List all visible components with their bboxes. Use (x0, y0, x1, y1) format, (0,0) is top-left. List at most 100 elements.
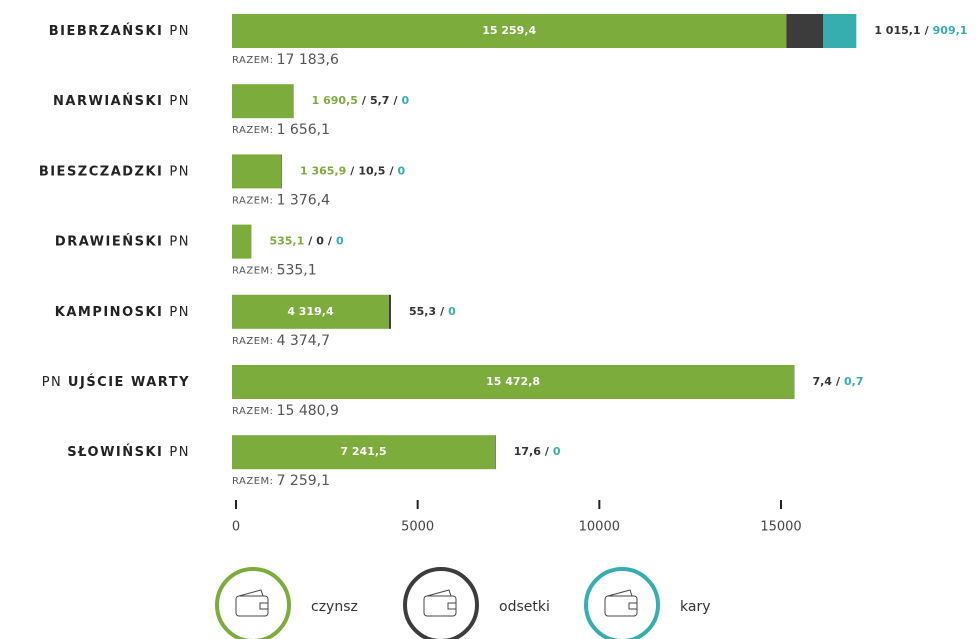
wallet-icon (235, 595, 269, 617)
total-prefix: RAZEM: (232, 55, 274, 66)
legend-label: odsetki (499, 599, 550, 615)
value-label: 10,5 (358, 164, 385, 177)
category-label: PN UJŚCIE WARTY (42, 374, 190, 390)
value-labels-outside: 1 365,9/10,5/0 (300, 164, 405, 177)
total-prefix: RAZEM: (232, 125, 274, 136)
value-labels-outside: 1 690,5/5,7/0 (312, 94, 410, 107)
bar-segment (495, 435, 496, 470)
total-label: RAZEM: 7 259,1 (232, 473, 330, 489)
total-label: RAZEM: 17 183,6 (232, 52, 339, 68)
value-label: 535,1 (269, 235, 304, 248)
value-labels-outside: 7,4 /0,7 (812, 375, 863, 388)
legend-item: odsetki (403, 567, 550, 639)
legend-circle (584, 567, 660, 639)
total-value: 17 183,6 (277, 52, 339, 68)
category-word: NARWIAŃSKI (53, 93, 169, 109)
legend-item: czynsz (215, 567, 358, 639)
bar-segment (232, 14, 787, 48)
x-tick-label: 15000 (760, 520, 801, 535)
total-value: 4 374,7 (277, 333, 330, 349)
value-label: 7,4 (812, 375, 832, 388)
value-label: 1 015,1 (874, 24, 920, 37)
value-label: 0 (397, 164, 405, 177)
legend-circle (403, 567, 479, 639)
value-label: 15 259,4 (482, 24, 536, 37)
bar-segment (823, 14, 857, 48)
category-word: BIESZCZADZKI (39, 164, 170, 179)
value-label: 909,1 (933, 24, 968, 37)
value-label: 4 319,4 (287, 305, 334, 318)
category-label: NARWIAŃSKI PN (53, 93, 190, 109)
category-word: WARTY (131, 375, 190, 390)
category-label: BIESZCZADZKI PN (39, 164, 190, 179)
bar-segment (232, 224, 252, 259)
category-label: DRAWIEŃSKI PN (55, 233, 190, 249)
category-word: DRAWIEŃSKI (55, 233, 170, 249)
total-label: RAZEM: 1 376,4 (232, 192, 330, 208)
value-label: 0 (316, 235, 324, 248)
category-word: PN (169, 94, 190, 109)
separator: / (389, 164, 394, 177)
x-tick-label: 0 (232, 520, 240, 535)
wallet-icon (423, 595, 457, 617)
total-label: RAZEM: 1 656,1 (232, 122, 330, 138)
bar-segment (232, 154, 282, 189)
total-label: RAZEM: 4 374,7 (232, 333, 330, 349)
separator: / (350, 164, 355, 177)
total-value: 15 480,9 (277, 403, 339, 419)
x-tick-label: 10000 (579, 520, 620, 535)
wallet-clasp (447, 602, 457, 610)
separator: / (925, 24, 930, 37)
value-label: 17,6 (514, 445, 541, 458)
total-value: 7 259,1 (277, 473, 330, 489)
value-labels-outside: 535,1/0/0 (269, 235, 344, 248)
value-label: 0 (448, 305, 456, 318)
value-label: 7 241,5 (340, 445, 386, 458)
value-labels-outside: 17,6 /0 (514, 445, 561, 458)
separator: / (328, 235, 333, 248)
separator: / (308, 235, 313, 248)
bar-segment (232, 294, 389, 329)
bar-segment (232, 84, 294, 119)
category-word: SŁOWIŃSKI (67, 444, 169, 460)
category-word: PN (169, 445, 190, 460)
bar-segment (786, 14, 824, 48)
legend-label: kary (680, 599, 710, 615)
value-label: 15 472,8 (486, 375, 540, 388)
x-tick-label: 5000 (401, 520, 434, 535)
total-prefix: RAZEM: (232, 476, 274, 487)
category-label: SŁOWIŃSKI PN (67, 444, 190, 460)
separator: / (836, 375, 841, 388)
total-value: 1 656,1 (277, 122, 330, 138)
total-prefix: RAZEM: (232, 195, 274, 206)
wallet-flap (238, 589, 264, 597)
separator: / (362, 94, 367, 107)
total-value: 535,1 (277, 263, 317, 279)
category-word: PN (169, 164, 190, 179)
wallet-flap (607, 589, 633, 597)
total-prefix: RAZEM: (232, 336, 274, 347)
category-word: KAMPINOSKI (55, 304, 170, 319)
category-word: PN (169, 234, 190, 249)
legend-item: kary (584, 567, 710, 639)
separator: / (545, 445, 550, 458)
separator: / (440, 305, 445, 318)
value-label: 1 365,9 (300, 164, 346, 177)
total-prefix: RAZEM: (232, 266, 274, 277)
total-value: 1 376,4 (277, 192, 331, 208)
category-word: UJŚCIE (68, 374, 131, 390)
bar-segment (232, 435, 496, 470)
value-labels-outside: 1 015,1 /909,1 (874, 24, 967, 37)
value-label: 0,7 (844, 375, 864, 388)
value-label: 1 690,5 (312, 94, 358, 107)
total-prefix: RAZEM: (232, 406, 274, 417)
total-label: RAZEM: 535,1 (232, 263, 317, 279)
value-label: 0 (401, 94, 409, 107)
value-label: 5,7 (370, 94, 390, 107)
total-label: RAZEM: 15 480,9 (232, 403, 339, 419)
category-label: KAMPINOSKI PN (55, 304, 190, 319)
value-label: 0 (336, 235, 344, 248)
value-label: 55,3 (409, 305, 436, 318)
bar-segment (232, 365, 795, 399)
